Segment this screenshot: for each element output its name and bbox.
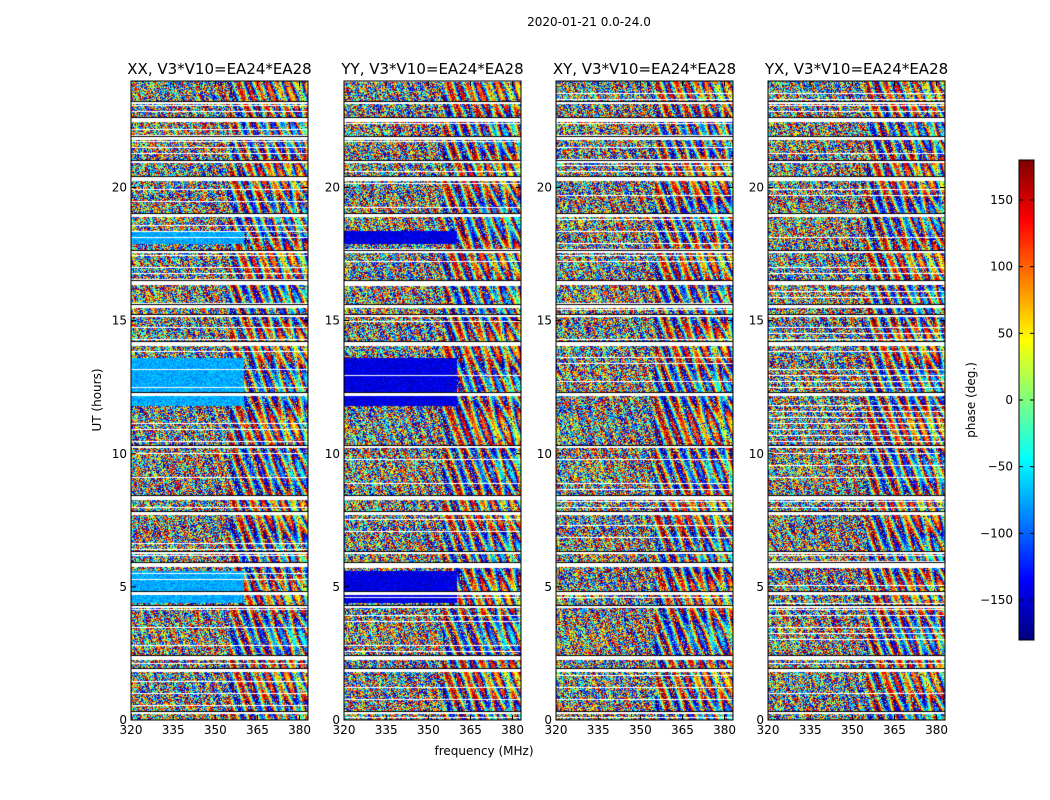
y-tick-label: 0 xyxy=(544,713,552,727)
y-tick-label: 20 xyxy=(749,181,764,195)
x-axis-label: frequency (MHz) xyxy=(434,744,533,758)
y-tick-label: 20 xyxy=(537,181,552,195)
x-tick-label: 335 xyxy=(587,723,610,737)
y-tick-label: 0 xyxy=(119,713,127,727)
y-tick-label: 10 xyxy=(325,447,340,461)
y-tick-label: 15 xyxy=(749,314,764,328)
colorbar-tick-label: 150 xyxy=(990,193,1013,207)
panel-xx: XX, V3*V10=EA24*EA28 320 335 350 365 380 0 5 10 1… xyxy=(112,60,312,737)
phase-image xyxy=(344,81,521,720)
axes-frame xyxy=(555,80,734,721)
y-tick-label: 15 xyxy=(325,314,340,328)
axes-frame xyxy=(130,80,309,721)
colorbar-label: phase (deg.) xyxy=(964,362,978,438)
phase-image xyxy=(131,81,308,720)
x-tick-label: 320 xyxy=(120,723,143,737)
y-tick-label: 5 xyxy=(544,580,552,594)
colorbar-tick-label: 100 xyxy=(990,260,1013,274)
x-tick-label: 335 xyxy=(799,723,822,737)
x-tick-label: 380 xyxy=(925,723,948,737)
y-tick-label: 5 xyxy=(332,580,340,594)
colorbar: −150 −100 −50 0 50 100 150 phase (deg.) xyxy=(964,159,1035,641)
x-tick-label: 380 xyxy=(501,723,524,737)
x-tick-label: 350 xyxy=(841,723,864,737)
y-tick-label: 15 xyxy=(537,314,552,328)
panel-title: XX, V3*V10=EA24*EA28 xyxy=(127,60,311,78)
y-tick-label: 0 xyxy=(332,713,340,727)
colorbar-tick-label: −100 xyxy=(980,526,1013,540)
colorbar-tick-label: −50 xyxy=(988,460,1013,474)
colorbar-tick-label: −150 xyxy=(980,593,1013,607)
figure-title: 2020-01-21 0.0-24.0 xyxy=(527,15,651,29)
x-tick-label: 320 xyxy=(757,723,780,737)
phase-image xyxy=(768,81,945,720)
x-tick-label: 350 xyxy=(417,723,440,737)
x-tick-label: 320 xyxy=(333,723,356,737)
x-tick-label: 365 xyxy=(883,723,906,737)
y-tick-label: 20 xyxy=(325,181,340,195)
y-tick-label: 5 xyxy=(756,580,764,594)
x-tick-label: 365 xyxy=(246,723,269,737)
panel-yy: YY, V3*V10=EA24*EA28 320 335 350 365 380 0 5 10 1… xyxy=(325,60,524,737)
y-tick-label: 5 xyxy=(119,580,127,594)
y-tick-label: 10 xyxy=(112,447,127,461)
y-tick-label: 0 xyxy=(756,713,764,727)
panels-group: XX, V3*V10=EA24*EA28 320 335 350 365 380 0 5 10 1… xyxy=(112,60,948,737)
x-tick-label: 335 xyxy=(162,723,185,737)
panel-yx: YX, V3*V10=EA24*EA28 320 335 350 365 380 0 5 10 1… xyxy=(749,60,948,737)
phase-image xyxy=(556,81,733,720)
colorbar-gradient xyxy=(1019,160,1034,640)
y-axis-label: UT (hours) xyxy=(90,368,104,431)
colorbar-tick-label: 50 xyxy=(998,326,1013,340)
axes-frame xyxy=(767,80,946,721)
x-tick-label: 350 xyxy=(204,723,227,737)
y-tick-label: 10 xyxy=(537,447,552,461)
panel-title: YY, V3*V10=EA24*EA28 xyxy=(340,60,523,78)
y-tick-label: 15 xyxy=(112,314,127,328)
x-tick-label: 365 xyxy=(459,723,482,737)
y-tick-label: 10 xyxy=(749,447,764,461)
panel-xy: XY, V3*V10=EA24*EA28 320 335 350 365 380 0 5 10 1… xyxy=(537,60,736,737)
colorbar-tick-label: 0 xyxy=(1005,393,1013,407)
axes-frame xyxy=(343,80,522,721)
x-tick-label: 335 xyxy=(375,723,398,737)
x-tick-label: 350 xyxy=(629,723,652,737)
panel-title: YX, V3*V10=EA24*EA28 xyxy=(764,60,948,78)
x-tick-label: 320 xyxy=(545,723,568,737)
y-tick-label: 20 xyxy=(112,181,127,195)
x-tick-label: 365 xyxy=(671,723,694,737)
x-tick-label: 380 xyxy=(288,723,311,737)
x-tick-label: 380 xyxy=(713,723,736,737)
panel-title: XY, V3*V10=EA24*EA28 xyxy=(553,60,736,78)
